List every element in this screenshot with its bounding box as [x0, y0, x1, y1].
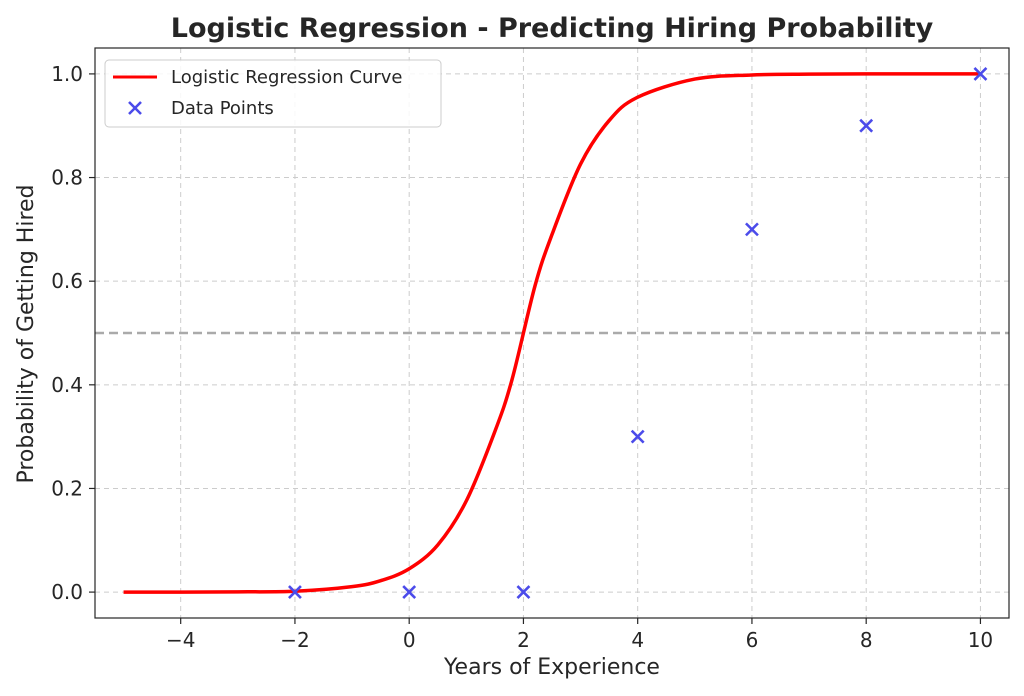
y-tick-label: 0.0: [51, 580, 83, 604]
legend-label-curve: Logistic Regression Curve: [171, 67, 403, 88]
legend-box: [104, 59, 442, 128]
x-tick-label: 8: [860, 628, 873, 652]
data-point: [630, 429, 645, 444]
data-point: [288, 585, 302, 600]
y-tick-label: 0.8: [51, 166, 83, 190]
data-point: [402, 585, 417, 600]
data-point: [745, 222, 759, 237]
legend-marker-x: [128, 101, 142, 115]
x-tick-label: 6: [746, 628, 759, 652]
plot-frame: [94, 47, 1010, 619]
x-tick-label: −2: [280, 628, 309, 652]
x-tick-label: −4: [166, 628, 195, 652]
y-tick-label: 1.0: [51, 62, 83, 86]
chart-title: Logistic Regression - Predicting Hiring …: [171, 13, 934, 44]
x-tick-label: 4: [631, 628, 644, 652]
data-points: [288, 66, 988, 600]
grid: [95, 48, 1009, 618]
x-tick-label: 0: [403, 628, 416, 652]
axis-ticks: −4 −2 0 2 4 6 8 10 0.0 0.2 0.4 0.6 0.8 1.0: [51, 62, 993, 652]
y-tick-label: 0.4: [51, 373, 83, 397]
data-point: [973, 66, 988, 81]
legend: Logistic Regression Curve Data Points: [104, 59, 442, 128]
logistic-curve: [123, 72, 981, 594]
y-axis-label: Probability of Getting Hired: [14, 184, 39, 483]
data-point: [859, 118, 874, 133]
x-tick-label: 2: [517, 628, 530, 652]
y-tick-label: 0.6: [51, 269, 83, 293]
x-tick-label: 10: [968, 628, 993, 652]
legend-label-points: Data Points: [171, 98, 274, 119]
data-point: [516, 585, 531, 600]
legend-marker-points: [128, 101, 142, 115]
y-tick-label: 0.2: [51, 476, 83, 500]
x-axis-label: Years of Experience: [443, 655, 660, 680]
